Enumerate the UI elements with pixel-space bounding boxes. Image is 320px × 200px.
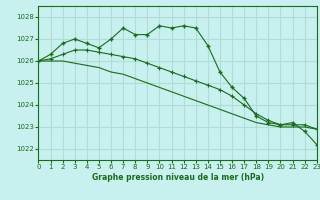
X-axis label: Graphe pression niveau de la mer (hPa): Graphe pression niveau de la mer (hPa): [92, 173, 264, 182]
